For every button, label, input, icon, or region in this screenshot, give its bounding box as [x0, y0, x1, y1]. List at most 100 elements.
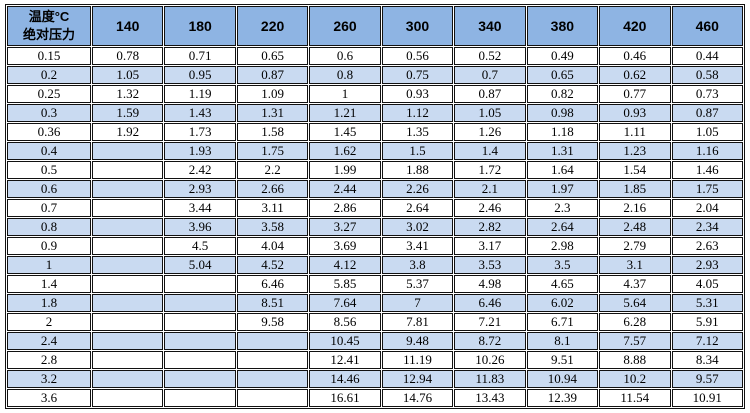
value-cell: 1.5	[381, 142, 454, 160]
pressure-label: 3.6	[7, 389, 91, 407]
col-header-300: 300	[381, 6, 454, 46]
value-cell	[92, 180, 164, 198]
table-row: 3.2 14.46 12.94 11.83 10.94 10.2 9.57	[7, 370, 743, 388]
value-cell: 1.32	[92, 85, 164, 103]
table-row: 0.15 0.78 0.71 0.65 0.6 0.56 0.52 0.49 0.46 0.44	[7, 47, 743, 65]
value-cell: 8.72	[454, 332, 526, 350]
value-cell: 3.17	[454, 237, 526, 255]
value-cell: 11.19	[381, 351, 454, 369]
value-cell	[164, 313, 236, 331]
value-cell: 1.59	[92, 104, 164, 122]
value-cell: 4.65	[526, 275, 599, 293]
value-cell: 3.44	[164, 199, 236, 217]
value-cell: 12.41	[309, 351, 381, 369]
value-cell	[92, 256, 164, 274]
value-cell	[236, 370, 309, 388]
corner-label-pressure: 绝对压力	[22, 27, 75, 42]
value-cell: 3.58	[236, 218, 309, 236]
pressure-label: 0.36	[7, 123, 91, 141]
value-cell: 7.12	[671, 332, 743, 350]
value-cell: 0.77	[599, 85, 671, 103]
value-cell	[164, 275, 236, 293]
value-cell: 3.69	[309, 237, 381, 255]
value-cell: 2.44	[309, 180, 381, 198]
value-cell: 0.65	[236, 47, 309, 65]
pressure-label: 0.4	[7, 142, 91, 160]
value-cell: 5.31	[671, 294, 743, 312]
value-cell: 10.2	[599, 370, 671, 388]
value-cell: 5.64	[599, 294, 671, 312]
table-row: 2 9.58 8.56 7.81 7.21 6.71 6.28 5.91	[7, 313, 743, 331]
value-cell: 0.71	[164, 47, 236, 65]
value-cell	[92, 370, 164, 388]
header-row: 温度°C 绝对压力 140 180 220 260 300 340 380 420 460	[7, 6, 743, 46]
value-cell: 10.91	[671, 389, 743, 407]
table-row: 2.8 12.41 11.19 10.26 9.51 8.88 8.34	[7, 351, 743, 369]
value-cell: 1.64	[526, 161, 599, 179]
value-cell: 5.37	[381, 275, 454, 293]
table-row: 0.3 1.59 1.43 1.31 1.21 1.12 1.05 0.98 0.93 0.87	[7, 104, 743, 122]
value-cell: 1.85	[599, 180, 671, 198]
value-cell: 0.98	[526, 104, 599, 122]
value-cell: 1.88	[381, 161, 454, 179]
col-header-420: 420	[599, 6, 671, 46]
value-cell: 2.66	[236, 180, 309, 198]
table-row: 1.8 8.51 7.64 7 6.46 6.02 5.64 5.31	[7, 294, 743, 312]
value-cell: 4.52	[236, 256, 309, 274]
value-cell	[164, 294, 236, 312]
value-cell: 2.93	[671, 256, 743, 274]
value-cell: 0.87	[236, 66, 309, 84]
value-cell	[236, 389, 309, 407]
value-cell: 1.26	[454, 123, 526, 141]
pressure-label: 0.25	[7, 85, 91, 103]
value-cell: 0.65	[526, 66, 599, 84]
table-row: 0.8 3.96 3.58 3.27 3.02 2.82 2.64 2.48 2.34	[7, 218, 743, 236]
value-cell: 2.26	[381, 180, 454, 198]
value-cell: 2.86	[309, 199, 381, 217]
value-cell: 14.46	[309, 370, 381, 388]
table-row: 0.25 1.32 1.19 1.09 1 0.93 0.87 0.82 0.77 0.73	[7, 85, 743, 103]
pressure-label: 2.8	[7, 351, 91, 369]
value-cell: 1.18	[526, 123, 599, 141]
value-cell: 0.56	[381, 47, 454, 65]
value-cell	[164, 351, 236, 369]
value-cell: 6.46	[454, 294, 526, 312]
value-cell: 7.64	[309, 294, 381, 312]
value-cell: 5.04	[164, 256, 236, 274]
value-cell: 6.71	[526, 313, 599, 331]
value-cell: 0.93	[381, 85, 454, 103]
pressure-label: 0.15	[7, 47, 91, 65]
value-cell: 1.09	[236, 85, 309, 103]
pressure-temperature-table: 温度°C 绝对压力 140 180 220 260 300 340 380 420 460 0.…	[5, 4, 745, 409]
value-cell: 1.11	[599, 123, 671, 141]
value-cell: 1.97	[526, 180, 599, 198]
value-cell	[236, 332, 309, 350]
value-cell: 1.21	[309, 104, 381, 122]
value-cell: 2.98	[526, 237, 599, 255]
value-cell: 2.63	[671, 237, 743, 255]
pressure-label: 0.9	[7, 237, 91, 255]
value-cell: 3.96	[164, 218, 236, 236]
corner-label-temperature: 温度°C	[28, 8, 70, 24]
value-cell: 1.12	[381, 104, 454, 122]
table-row: 0.5 2.42 2.2 1.99 1.88 1.72 1.64 1.54 1.46	[7, 161, 743, 179]
value-cell: 4.05	[671, 275, 743, 293]
value-cell: 1.45	[309, 123, 381, 141]
table-row: 3.6 16.61 14.76 13.43 12.39 11.54 10.91	[7, 389, 743, 407]
col-header-180: 180	[164, 6, 236, 46]
value-cell	[164, 332, 236, 350]
value-cell: 1.72	[454, 161, 526, 179]
value-cell: 14.76	[381, 389, 454, 407]
value-cell: 0.52	[454, 47, 526, 65]
pressure-label: 0.5	[7, 161, 91, 179]
value-cell: 4.12	[309, 256, 381, 274]
value-cell	[92, 351, 164, 369]
value-cell: 3.53	[454, 256, 526, 274]
value-cell: 5.91	[671, 313, 743, 331]
value-cell: 10.94	[526, 370, 599, 388]
value-cell	[164, 389, 236, 407]
table-row: 1 5.04 4.52 4.12 3.8 3.53 3.5 3.1 2.93	[7, 256, 743, 274]
value-cell: 0.75	[381, 66, 454, 84]
col-header-380: 380	[526, 6, 599, 46]
value-cell: 11.83	[454, 370, 526, 388]
